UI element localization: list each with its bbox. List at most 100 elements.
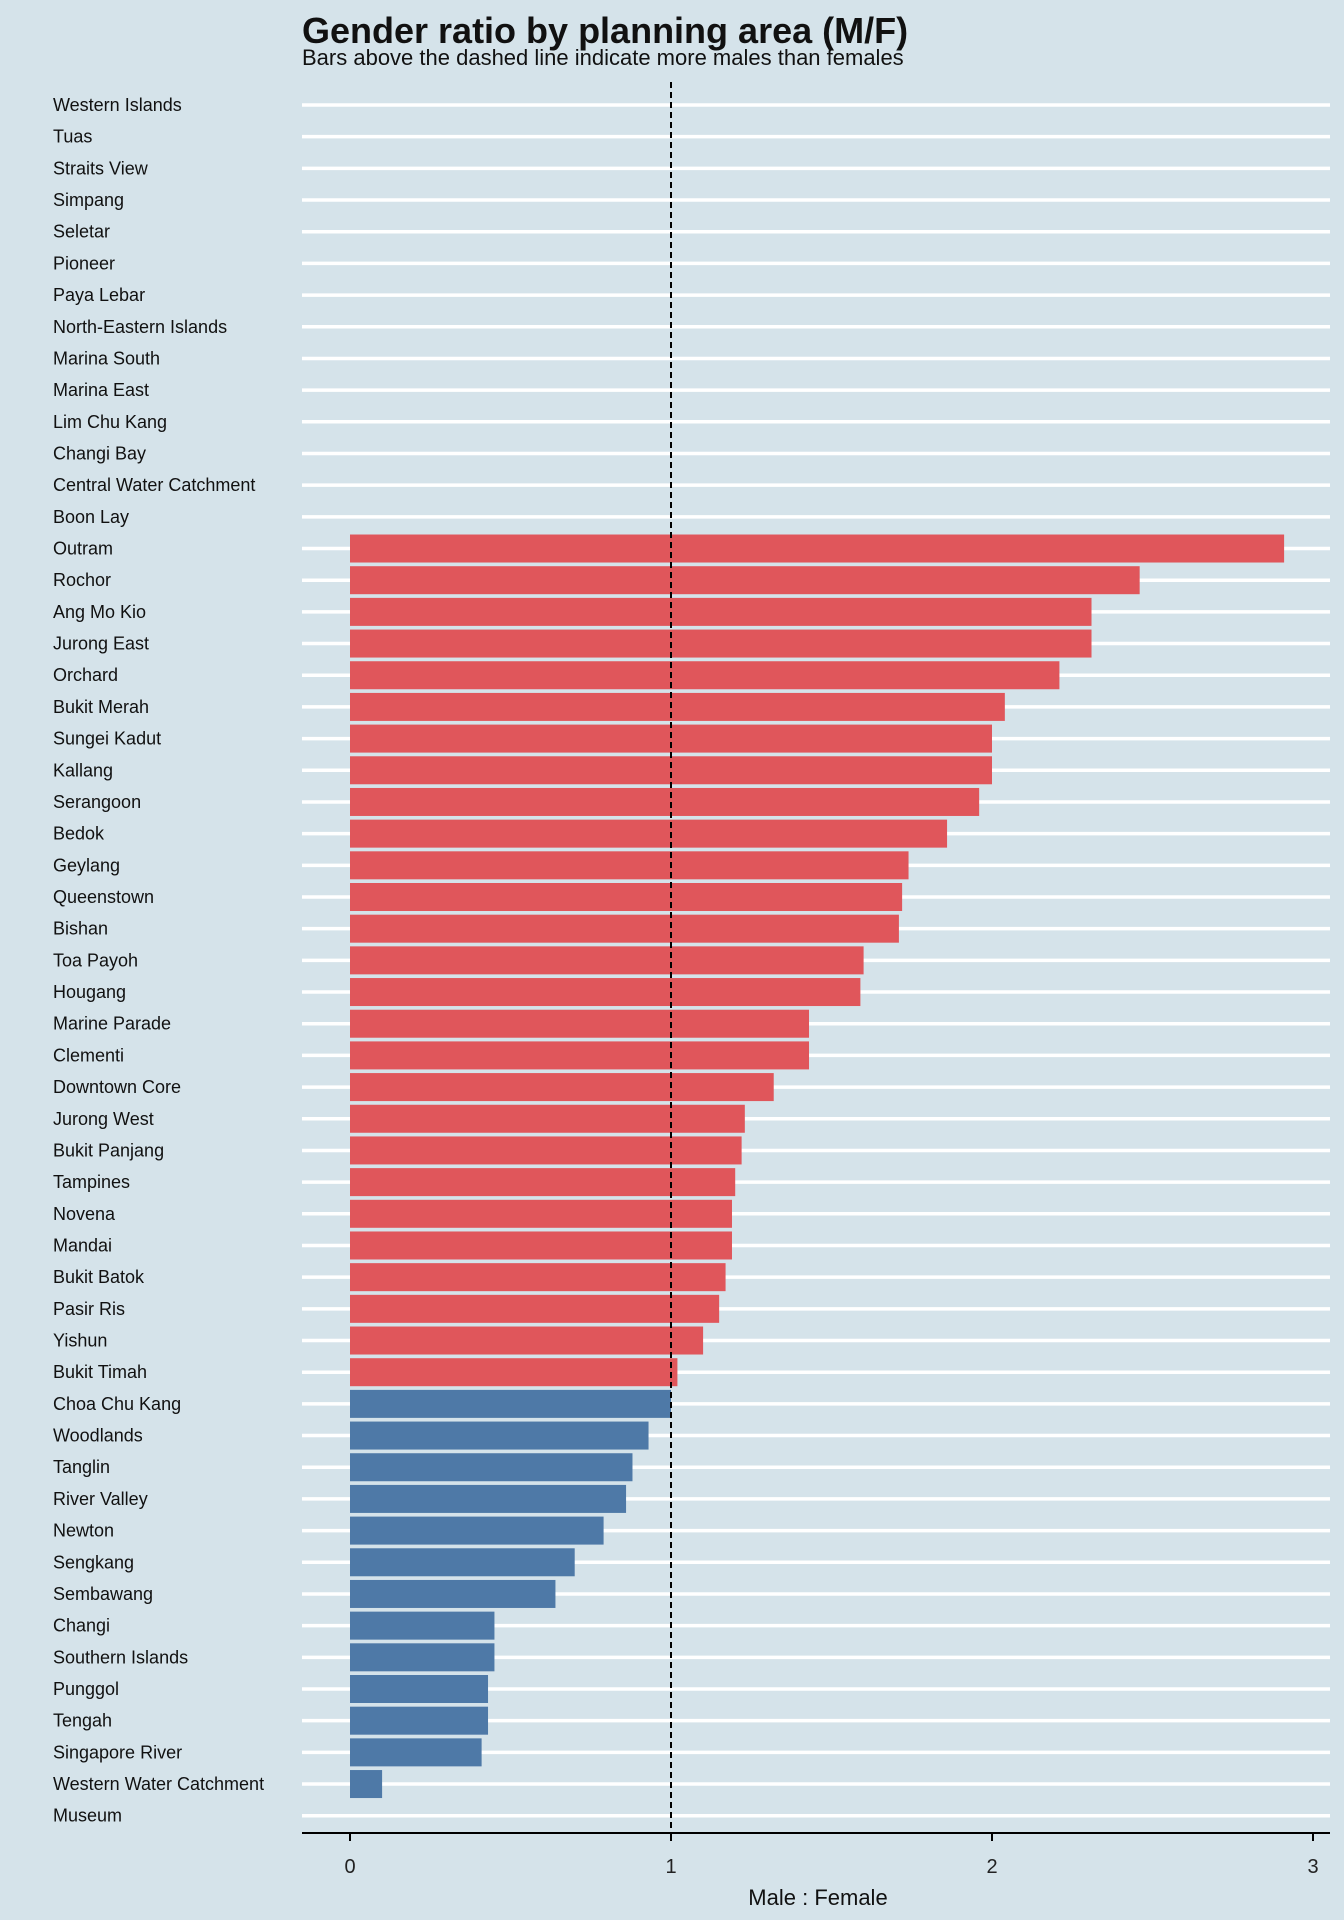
category-label: Western Water Catchment	[53, 1774, 264, 1794]
category-label: Pasir Ris	[53, 1299, 125, 1319]
bar	[350, 1453, 633, 1482]
category-label: Sungei Kadut	[53, 729, 161, 749]
bar	[350, 1041, 810, 1070]
bar	[350, 1643, 495, 1672]
category-label: Tampines	[53, 1172, 130, 1192]
bar	[350, 1548, 575, 1577]
bar	[350, 1326, 704, 1355]
category-label: Paya Lebar	[53, 285, 145, 305]
category-label: Singapore River	[53, 1742, 182, 1762]
category-label: Tengah	[53, 1711, 112, 1731]
bar	[350, 1484, 627, 1513]
bar	[350, 914, 899, 943]
bar	[350, 819, 948, 848]
category-label: Newton	[53, 1521, 114, 1541]
category-label: Changi	[53, 1616, 110, 1636]
category-label: Sengkang	[53, 1552, 134, 1572]
category-label: Woodlands	[53, 1426, 143, 1446]
bar	[350, 1073, 774, 1102]
x-tick-label: 1	[665, 1856, 676, 1878]
bar	[350, 1358, 678, 1387]
category-label: Southern Islands	[53, 1647, 188, 1667]
category-label: Pioneer	[53, 253, 115, 273]
bar	[350, 1770, 383, 1799]
chart-subtitle: Bars above the dashed line indicate more…	[302, 45, 904, 70]
bar	[350, 1738, 482, 1767]
category-label: Bukit Timah	[53, 1362, 147, 1382]
category-label: Marina East	[53, 380, 149, 400]
bar	[350, 1009, 810, 1038]
bar	[350, 534, 1285, 563]
bar	[350, 1168, 736, 1197]
category-label: Toa Payoh	[53, 950, 138, 970]
bar	[350, 946, 864, 975]
bar	[350, 1611, 495, 1640]
bar	[350, 566, 1140, 595]
bar	[350, 1136, 742, 1165]
category-label: Sembawang	[53, 1584, 153, 1604]
x-axis-title: Male : Female	[748, 1885, 887, 1910]
category-label: Tuas	[53, 127, 92, 147]
category-label: Choa Chu Kang	[53, 1394, 181, 1414]
bar	[350, 1516, 604, 1545]
category-label: Boon Lay	[53, 507, 129, 527]
chart-title: Gender ratio by planning area (M/F)	[302, 10, 908, 51]
category-label: Bukit Batok	[53, 1267, 145, 1287]
bar	[350, 1421, 649, 1450]
category-label: Simpang	[53, 190, 124, 210]
category-label: Bishan	[53, 919, 108, 939]
bar	[350, 1263, 726, 1292]
category-label: Bukit Panjang	[53, 1140, 164, 1160]
category-label: Clementi	[53, 1045, 124, 1065]
category-label: Jurong West	[53, 1109, 154, 1129]
bar	[350, 724, 992, 753]
category-label: Changi Bay	[53, 443, 146, 463]
bar	[350, 1199, 732, 1228]
x-tick-label: 3	[1307, 1856, 1318, 1878]
bar	[350, 1579, 556, 1608]
category-label: Hougang	[53, 982, 126, 1002]
bars	[350, 534, 1285, 1799]
category-label: Western Islands	[53, 95, 182, 115]
bar	[350, 692, 1005, 721]
category-label: Novena	[53, 1204, 116, 1224]
category-label: Punggol	[53, 1679, 119, 1699]
category-label: Bedok	[53, 824, 105, 844]
bar	[350, 787, 980, 816]
category-label: Museum	[53, 1806, 122, 1826]
category-label: Ang Mo Kio	[53, 602, 146, 622]
category-label: Bukit Merah	[53, 697, 149, 717]
category-label: Marine Parade	[53, 1014, 171, 1034]
category-label: Jurong East	[53, 634, 149, 654]
category-label: Mandai	[53, 1235, 112, 1255]
bar	[350, 1675, 489, 1703]
category-label: Orchard	[53, 665, 118, 685]
category-label: North-Eastern Islands	[53, 317, 227, 337]
category-label: Queenstown	[53, 887, 154, 907]
category-label: River Valley	[53, 1489, 148, 1509]
x-axis: 0 1 2 3	[302, 1832, 1330, 1878]
bar	[350, 1389, 671, 1418]
bar	[350, 661, 1060, 690]
category-label: Marina South	[53, 348, 160, 368]
x-tick-label: 0	[344, 1856, 355, 1878]
bar	[350, 597, 1092, 626]
category-label: Serangoon	[53, 792, 141, 812]
category-label: Rochor	[53, 570, 111, 590]
category-label: Tanglin	[53, 1457, 110, 1477]
category-label: Downtown Core	[53, 1077, 181, 1097]
category-label: Outram	[53, 539, 113, 559]
category-label: Kallang	[53, 760, 113, 780]
bar	[350, 978, 861, 1007]
category-label: Yishun	[53, 1331, 107, 1351]
category-label: Seletar	[53, 222, 110, 242]
bar	[350, 1104, 745, 1133]
bar	[350, 1294, 720, 1323]
bar	[350, 1706, 489, 1735]
bar	[350, 756, 992, 785]
category-label: Geylang	[53, 855, 120, 875]
category-label: Lim Chu Kang	[53, 412, 167, 432]
bar	[350, 851, 909, 880]
x-tick-label: 2	[986, 1856, 997, 1878]
